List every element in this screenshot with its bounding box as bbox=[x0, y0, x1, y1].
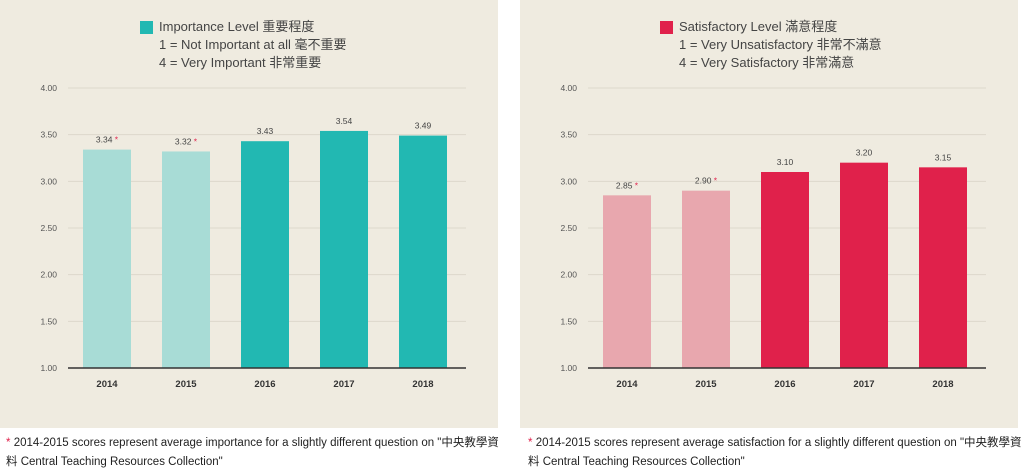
satisfaction-y-tick-label: 3.50 bbox=[560, 130, 577, 140]
importance-y-tick-label: 1.00 bbox=[40, 363, 57, 373]
importance-x-tick-label-2016: 2016 bbox=[254, 379, 275, 390]
importance-x-tick-label-2014: 2014 bbox=[96, 379, 118, 390]
satisfaction-value-label-2016: 3.10 bbox=[777, 157, 794, 167]
importance-x-tick-label-2018: 2018 bbox=[412, 379, 433, 390]
importance-legend-line-2: 4 = Very Important 非常重要 bbox=[159, 55, 322, 70]
importance-bar-2014 bbox=[83, 149, 131, 368]
importance-legend-title: Importance Level 重要程度 bbox=[159, 19, 315, 34]
satisfaction-bar-2014 bbox=[603, 195, 651, 368]
footnote-asterisk: * bbox=[528, 437, 533, 449]
satisfaction-legend-swatch bbox=[660, 20, 673, 34]
importance-bar-2017 bbox=[320, 130, 368, 368]
satisfaction-x-tick-label-2016: 2016 bbox=[774, 379, 795, 390]
satisfaction-value-label-2015: 2.90 * bbox=[695, 176, 718, 186]
satisfaction-legend-title: Satisfactory Level 滿意程度 bbox=[679, 19, 838, 34]
satisfaction-y-tick-label: 1.00 bbox=[560, 363, 577, 373]
satisfaction-value-asterisk: * bbox=[632, 180, 638, 190]
satisfaction-y-tick-label: 2.50 bbox=[560, 223, 577, 233]
importance-legend: Importance Level 重要程度 1 = Not Important … bbox=[140, 18, 347, 72]
importance-value-label-2014: 3.34 * bbox=[96, 135, 119, 145]
importance-chart-panel: 1.00 1.50 2.00 2.50 3.00 3.50 4.00 3.34 * 2014 3.… bbox=[0, 0, 498, 428]
satisfaction-y-tick-label: 3.00 bbox=[560, 176, 577, 186]
satisfaction-legend-line-2: 4 = Very Satisfactory 非常滿意 bbox=[679, 55, 855, 70]
importance-value-label-2015: 3.32 * bbox=[175, 136, 198, 146]
satisfaction-value-label-2017: 3.20 bbox=[856, 148, 873, 158]
importance-y-tick-label: 3.00 bbox=[40, 176, 57, 186]
satisfaction-bar-2018 bbox=[919, 167, 967, 368]
importance-value-label-2018: 3.49 bbox=[415, 121, 432, 131]
satisfaction-footnote-text: 2014-2015 scores represent average satis… bbox=[528, 437, 1022, 468]
satisfaction-bar-chart: 1.00 1.50 2.00 2.50 3.00 3.50 4.00 2.85 * 2014 2.… bbox=[560, 83, 986, 390]
importance-x-tick-label-2017: 2017 bbox=[333, 379, 354, 390]
importance-bar-2016 bbox=[241, 141, 289, 368]
satisfaction-bar-2017 bbox=[840, 162, 888, 368]
importance-legend-swatch bbox=[140, 20, 153, 34]
satisfaction-value-asterisk: * bbox=[711, 176, 717, 186]
importance-y-tick-label: 1.50 bbox=[40, 316, 57, 326]
satisfaction-bar-2016 bbox=[761, 172, 809, 368]
importance-y-tick-label: 3.50 bbox=[40, 130, 57, 140]
importance-bar-2018 bbox=[399, 135, 447, 368]
satisfaction-chart-panel: 1.00 1.50 2.00 2.50 3.00 3.50 4.00 2.85 * 2014 2.… bbox=[520, 0, 1018, 428]
satisfaction-x-tick-label-2017: 2017 bbox=[853, 379, 874, 390]
importance-value-asterisk: * bbox=[112, 135, 118, 145]
satisfaction-legend: Satisfactory Level 滿意程度 1 = Very Unsatis… bbox=[660, 18, 882, 72]
satisfaction-y-tick-label: 4.00 bbox=[560, 83, 577, 93]
importance-bar-chart: 1.00 1.50 2.00 2.50 3.00 3.50 4.00 3.34 * 2014 3.… bbox=[40, 83, 466, 390]
importance-footnote-text: 2014-2015 scores represent average impor… bbox=[6, 437, 499, 468]
satisfaction-x-tick-label-2014: 2014 bbox=[616, 379, 638, 390]
importance-value-label-2016: 3.43 bbox=[257, 126, 274, 136]
importance-x-tick-label-2015: 2015 bbox=[175, 379, 197, 390]
footnote-asterisk: * bbox=[6, 437, 11, 449]
satisfaction-bar-2015 bbox=[682, 190, 730, 368]
importance-y-tick-label: 2.00 bbox=[40, 270, 57, 280]
importance-value-label-2017: 3.54 bbox=[336, 116, 353, 126]
importance-legend-line-1: 1 = Not Important at all 毫不重要 bbox=[159, 37, 347, 52]
importance-footnote: * 2014-2015 scores represent average imp… bbox=[6, 434, 501, 472]
satisfaction-legend-line-1: 1 = Very Unsatisfactory 非常不滿意 bbox=[679, 37, 882, 52]
satisfaction-footnote: * 2014-2015 scores represent average sat… bbox=[528, 434, 1023, 472]
satisfaction-value-label-2018: 3.15 bbox=[935, 152, 952, 162]
importance-y-tick-label: 4.00 bbox=[40, 83, 57, 93]
importance-bar-2015 bbox=[162, 151, 210, 368]
satisfaction-x-tick-label-2015: 2015 bbox=[695, 379, 717, 390]
satisfaction-x-tick-label-2018: 2018 bbox=[932, 379, 953, 390]
satisfaction-y-tick-label: 2.00 bbox=[560, 270, 577, 280]
importance-value-asterisk: * bbox=[191, 136, 197, 146]
importance-y-tick-label: 2.50 bbox=[40, 223, 57, 233]
satisfaction-value-label-2014: 2.85 * bbox=[616, 180, 639, 190]
satisfaction-y-tick-label: 1.50 bbox=[560, 316, 577, 326]
